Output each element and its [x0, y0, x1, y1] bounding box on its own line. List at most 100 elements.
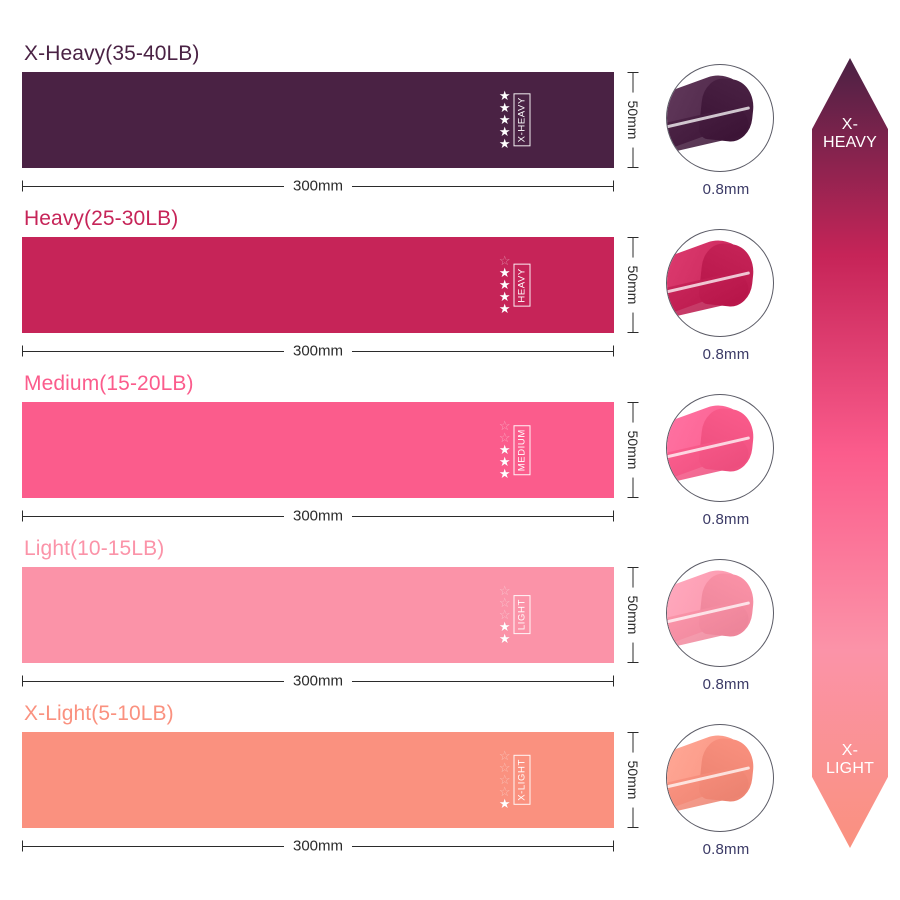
band-level-tag: MEDIUM: [513, 424, 530, 476]
thickness-photo-circle: [666, 559, 774, 667]
height-dimension: 50mm: [624, 72, 642, 168]
width-dimension-label: 300mm: [283, 507, 353, 525]
width-dimension: 300mm: [22, 837, 614, 855]
thickness-photo-circle: [666, 64, 774, 172]
width-dimension-label: 300mm: [283, 342, 353, 360]
star-hollow-icon: ☆: [498, 783, 511, 799]
band-rating-mark: ★ ★ ★ ★ ★ X-HEAVY: [498, 88, 530, 151]
star-hollow-icon: ☆: [498, 760, 511, 776]
star-filled-icon: ★: [498, 442, 511, 458]
star-rating: ☆ ★ ★ ★ ★: [498, 253, 511, 316]
star-filled-icon: ★: [498, 300, 511, 316]
dimension-cap-right: [613, 840, 614, 852]
thickness-label: 0.8mm: [702, 181, 750, 198]
star-hollow-icon: ☆: [498, 583, 511, 599]
thickness-label: 0.8mm: [702, 346, 750, 363]
arrow-top-label-line2: HEAVY: [822, 133, 878, 151]
resistance-level-arrow: X- HEAVY X- LIGHT: [812, 58, 888, 848]
band-strip: ☆ ☆ ☆ ★ ★ LIGHT: [22, 567, 614, 663]
dimension-cap-left: [22, 345, 23, 357]
thickness-callout: 0.8mm: [666, 559, 786, 693]
band-level-tag: X-LIGHT: [513, 755, 530, 805]
band-strip: ★ ★ ★ ★ ★ X-HEAVY: [22, 72, 614, 168]
star-rating: ☆ ☆ ★ ★ ★: [498, 418, 511, 481]
height-dimension-label: 50mm: [625, 422, 641, 478]
band-rating-mark: ☆ ★ ★ ★ ★ HEAVY: [498, 253, 530, 316]
star-rating: ★ ★ ★ ★ ★: [498, 88, 511, 151]
dimension-cap-top: [627, 732, 639, 733]
star-rating: ☆ ☆ ☆ ☆ ★: [498, 748, 511, 811]
band-rating-mark: ☆ ☆ ★ ★ ★ MEDIUM: [498, 418, 530, 481]
thickness-label: 0.8mm: [702, 841, 750, 858]
thickness-label: 0.8mm: [702, 511, 750, 528]
dimension-cap-bottom: [627, 662, 639, 663]
dimension-cap-top: [627, 567, 639, 568]
height-dimension-label: 50mm: [625, 587, 641, 643]
arrow-bottom-label: X- LIGHT: [812, 742, 888, 778]
thickness-callout: 0.8mm: [666, 229, 786, 363]
height-dimension: 50mm: [624, 732, 642, 828]
width-dimension-label: 300mm: [283, 837, 353, 855]
star-hollow-icon: ☆: [498, 253, 511, 269]
width-dimension: 300mm: [22, 342, 614, 360]
star-filled-icon: ★: [498, 100, 511, 116]
thickness-label: 0.8mm: [702, 676, 750, 693]
dimension-cap-bottom: [627, 167, 639, 168]
arrow-top-label: X- HEAVY: [812, 116, 888, 152]
dimension-cap-left: [22, 180, 23, 192]
dimension-cap-left: [22, 840, 23, 852]
star-filled-icon: ★: [498, 265, 511, 281]
star-filled-icon: ★: [498, 135, 511, 151]
dimension-cap-top: [627, 237, 639, 238]
star-filled-icon: ★: [498, 88, 511, 104]
star-hollow-icon: ☆: [498, 607, 511, 623]
height-dimension-label: 50mm: [625, 752, 641, 808]
dimension-cap-right: [613, 675, 614, 687]
star-hollow-icon: ☆: [498, 595, 511, 611]
band-strip: ☆ ☆ ☆ ☆ ★ X-LIGHT: [22, 732, 614, 828]
thickness-callout: 0.8mm: [666, 724, 786, 858]
height-dimension: 50mm: [624, 237, 642, 333]
band-strip: ☆ ★ ★ ★ ★ HEAVY: [22, 237, 614, 333]
thickness-photo-circle: [666, 394, 774, 502]
arrow-gradient-body: [812, 58, 888, 848]
band-rating-mark: ☆ ☆ ☆ ★ ★ LIGHT: [498, 583, 530, 646]
height-dimension-label: 50mm: [625, 92, 641, 148]
dimension-cap-bottom: [627, 827, 639, 828]
width-dimension: 300mm: [22, 507, 614, 525]
star-filled-icon: ★: [498, 795, 511, 811]
band-level-tag: LIGHT: [513, 595, 530, 635]
height-dimension: 50mm: [624, 402, 642, 498]
width-dimension: 300mm: [22, 672, 614, 690]
thickness-callout: 0.8mm: [666, 64, 786, 198]
star-hollow-icon: ☆: [498, 418, 511, 434]
height-dimension: 50mm: [624, 567, 642, 663]
arrow-bottom-label-line1: X-: [841, 742, 859, 760]
band-level-tag: HEAVY: [513, 263, 530, 307]
star-rating: ☆ ☆ ☆ ★ ★: [498, 583, 511, 646]
band-strip: ☆ ☆ ★ ★ ★ MEDIUM: [22, 402, 614, 498]
width-dimension: 300mm: [22, 177, 614, 195]
dimension-cap-top: [627, 72, 639, 73]
width-dimension-label: 300mm: [283, 177, 353, 195]
band-title: Heavy(25-30LB): [24, 207, 179, 230]
dimension-cap-bottom: [627, 332, 639, 333]
star-hollow-icon: ☆: [498, 748, 511, 764]
width-dimension-label: 300mm: [283, 672, 353, 690]
star-filled-icon: ★: [498, 112, 511, 128]
dimension-cap-left: [22, 675, 23, 687]
band-level-tag: X-HEAVY: [513, 93, 530, 147]
star-filled-icon: ★: [498, 630, 511, 646]
dimension-cap-bottom: [627, 497, 639, 498]
dimension-cap-right: [613, 180, 614, 192]
star-filled-icon: ★: [498, 465, 511, 481]
height-dimension-label: 50mm: [625, 257, 641, 313]
dimension-cap-right: [613, 510, 614, 522]
star-filled-icon: ★: [498, 618, 511, 634]
star-hollow-icon: ☆: [498, 430, 511, 446]
band-title: Medium(15-20LB): [24, 372, 194, 395]
band-title: X-Heavy(35-40LB): [24, 42, 200, 65]
band-rating-mark: ☆ ☆ ☆ ☆ ★ X-LIGHT: [498, 748, 530, 811]
dimension-cap-right: [613, 345, 614, 357]
